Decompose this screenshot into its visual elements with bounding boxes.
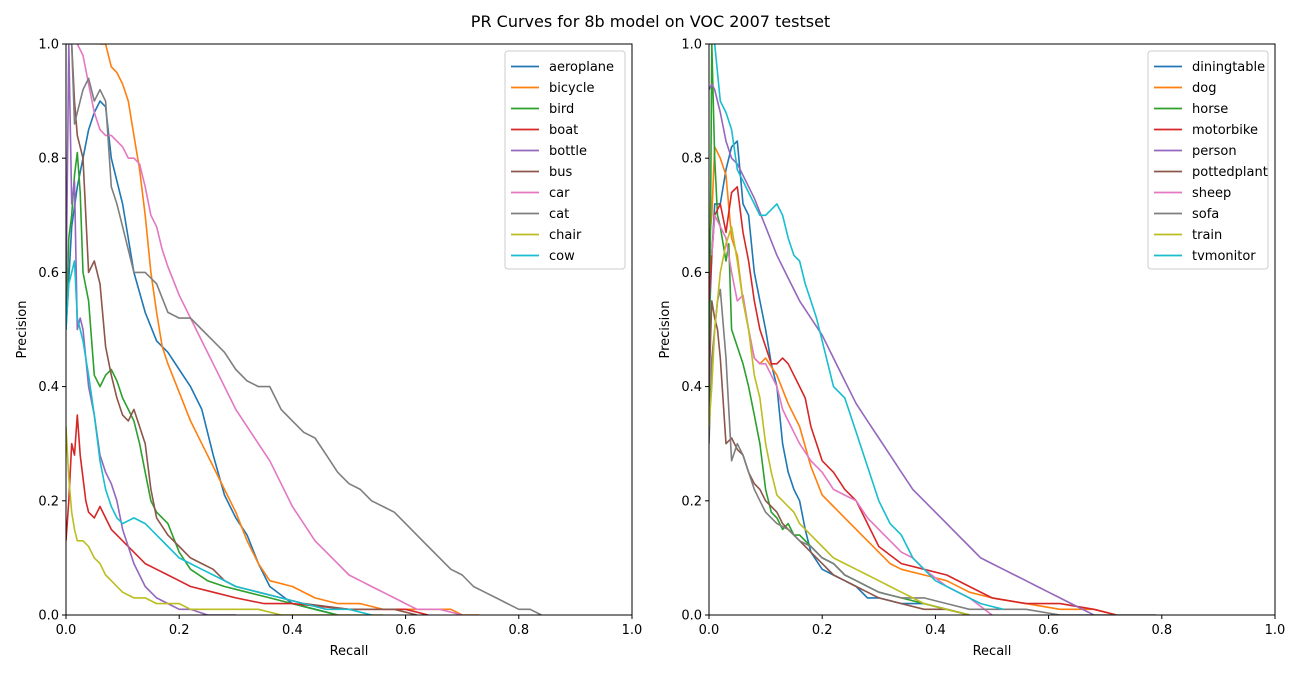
y-tick-label: 1.0 xyxy=(681,38,702,53)
series-line-boat xyxy=(66,414,429,615)
x-tick-label: 0.2 xyxy=(812,623,833,638)
y-tick-label: 0.4 xyxy=(38,380,59,395)
series-line-pottedplant xyxy=(709,300,970,615)
series-line-train xyxy=(709,225,970,615)
series-line-dog xyxy=(709,146,1117,615)
y-tick-label: 0.8 xyxy=(38,152,59,167)
legend: aeroplane bicycle bird boat bottle bus car cat c… xyxy=(504,50,626,270)
legend-label-dog: dog xyxy=(1192,81,1216,96)
legend-label-bicycle: bicycle xyxy=(549,81,594,96)
y-tick-label: 1.0 xyxy=(38,38,59,53)
series-line-person xyxy=(709,83,1095,615)
legend-box xyxy=(504,50,626,270)
series-line-sheep xyxy=(711,214,993,615)
series-line-cat xyxy=(70,44,542,615)
series-lines xyxy=(66,44,542,615)
axes-frame xyxy=(65,43,633,616)
y-tick-label: 0.6 xyxy=(38,266,59,281)
series-line-tvmonitor xyxy=(713,44,1004,611)
y-tick-label: 0.2 xyxy=(38,494,59,509)
x-axis-label: Recall xyxy=(973,644,1012,659)
legend-label-tvmonitor: tvmonitor xyxy=(1192,249,1256,264)
series-line-diningtable xyxy=(709,140,970,615)
x-tick-label: 0.6 xyxy=(395,623,416,638)
legend-label-diningtable: diningtable xyxy=(1192,60,1265,75)
y-tick-label: 0.0 xyxy=(38,609,59,624)
series-line-car xyxy=(76,44,463,615)
legend-label-car: car xyxy=(549,186,570,201)
series-line-bicycle xyxy=(100,44,480,615)
legend-label-boat: boat xyxy=(549,123,578,138)
x-axis-label: Recall xyxy=(330,644,369,659)
x-tick-label: 1.0 xyxy=(622,623,643,638)
y-tick-label: 0.2 xyxy=(681,494,702,509)
series-line-aeroplane xyxy=(66,100,338,615)
x-tick-label: 0.2 xyxy=(169,623,190,638)
y-axis-label: Precision xyxy=(658,300,673,358)
legend-label-motorbike: motorbike xyxy=(1192,123,1258,138)
legend-label-bus: bus xyxy=(549,165,572,180)
legend-label-bird: bird xyxy=(549,102,574,117)
series-line-cow xyxy=(66,260,372,615)
chart-panel-left: 0.0 0.2 0.4 0.6 0.8 1.0 0.0 0.2 0.4 0.6 0.8 1.0 Reca… xyxy=(15,38,642,660)
x-tick-label: 0.6 xyxy=(1038,623,1059,638)
x-tick-label: 0.0 xyxy=(56,623,77,638)
series-lines xyxy=(709,44,1157,615)
y-tick-label: 0.8 xyxy=(681,152,702,167)
series-line-bird xyxy=(66,151,338,615)
legend-label-cow: cow xyxy=(549,249,575,264)
legend: diningtable dog horse motorbike person potted… xyxy=(1147,50,1269,270)
legend-label-horse: horse xyxy=(1192,102,1228,117)
legend-label-pottedplant: pottedplant xyxy=(1192,165,1268,180)
y-axis-label: Precision xyxy=(15,300,30,358)
x-tick-label: 0.0 xyxy=(699,623,720,638)
series-line-bottle xyxy=(66,44,236,615)
series-line-chair xyxy=(66,426,383,615)
series-line-motorbike xyxy=(709,186,1117,615)
legend-label-aeroplane: aeroplane xyxy=(549,60,614,75)
x-tick-label: 0.4 xyxy=(282,623,303,638)
axes-frame xyxy=(708,43,1276,616)
y-tick-label: 0.0 xyxy=(681,609,702,624)
series-line-sofa xyxy=(709,288,1157,615)
x-tick-label: 0.8 xyxy=(508,623,529,638)
chart-panel-right: 0.0 0.2 0.4 0.6 0.8 1.0 0.0 0.2 0.4 0.6 0.8 1.0 Reca… xyxy=(658,38,1285,660)
x-tick-label: 0.4 xyxy=(925,623,946,638)
y-tick-label: 0.4 xyxy=(681,380,702,395)
legend-label-sofa: sofa xyxy=(1192,207,1219,222)
legend-label-bottle: bottle xyxy=(549,144,587,159)
series-line-bus xyxy=(70,44,418,615)
figure-title: PR Curves for 8b model on VOC 2007 tests… xyxy=(471,12,830,31)
y-tick-label: 0.6 xyxy=(681,266,702,281)
legend-label-cat: cat xyxy=(549,207,569,222)
x-tick-label: 1.0 xyxy=(1265,623,1286,638)
legend-box xyxy=(1147,50,1269,270)
legend-label-train: train xyxy=(1192,228,1222,243)
x-tick-label: 0.8 xyxy=(1151,623,1172,638)
legend-label-sheep: sheep xyxy=(1192,186,1231,201)
legend-label-person: person xyxy=(1192,144,1237,159)
legend-label-chair: chair xyxy=(549,228,582,243)
